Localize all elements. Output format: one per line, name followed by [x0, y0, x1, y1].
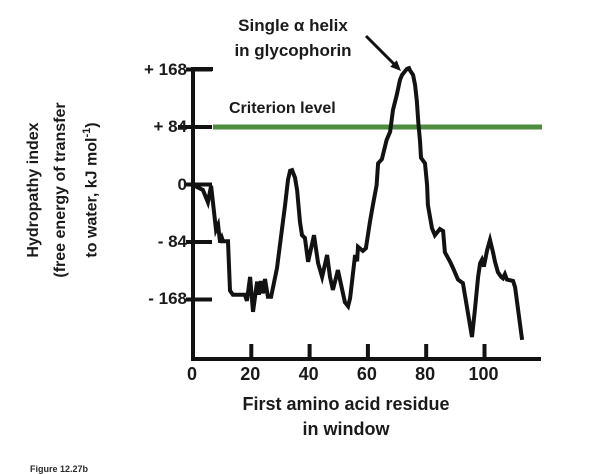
- y-tick-label: + 168: [143, 59, 187, 79]
- x-tick-mark: [482, 344, 487, 359]
- criterion-level-label: Criterion level: [229, 100, 336, 117]
- peak-annotation-line2: in glycophorin: [234, 41, 352, 60]
- peak-annotation: Single α helix in glycophorin: [208, 13, 378, 63]
- x-axis-title-line1: First amino acid residue: [242, 394, 450, 414]
- y-axis-title-line1: Hydropathy index: [25, 122, 42, 258]
- y-tick-label: + 84: [153, 117, 187, 136]
- annotation-arrowhead: [390, 60, 401, 71]
- y-tick-mark: [186, 67, 212, 72]
- x-tick-label: 100: [468, 364, 499, 384]
- x-tick-mark: [307, 344, 312, 359]
- y-axis-title-line3: to water, kJ mol-1): [81, 122, 101, 258]
- x-axis-title: First amino acid residue in window: [226, 392, 466, 442]
- x-tick-label: 40: [298, 364, 319, 384]
- criterion-level-line: [213, 124, 542, 130]
- x-tick-label: 20: [240, 364, 261, 384]
- peak-annotation-line1: Single α helix: [238, 16, 348, 35]
- y-axis-title-line2: (free energy of transfer: [52, 102, 69, 278]
- x-tick-mark: [365, 344, 370, 359]
- hydropathy-curve: [191, 65, 525, 341]
- y-tick-mark: [186, 239, 212, 244]
- x-tick-mark: [249, 344, 254, 359]
- y-tick-label: - 84: [157, 231, 187, 251]
- y-tick-label: 0: [177, 174, 187, 194]
- x-tick-label: 80: [415, 364, 436, 384]
- y-tick-mark: [178, 125, 212, 130]
- figure-caption: Figure 12.27b: [30, 464, 89, 474]
- y-tick-mark: [186, 182, 212, 187]
- x-tick-label: 60: [356, 364, 377, 384]
- superscript-exponent: -1: [81, 127, 93, 138]
- y-tick-mark: [186, 297, 212, 302]
- annotation-arrow-line: [364, 34, 397, 67]
- x-axis-title-line2: in window: [302, 419, 390, 439]
- y-axis-line: [191, 67, 195, 361]
- y-tick-label: - 168: [148, 289, 187, 309]
- y-axis-title: Hydropathy index (free energy of transfe…: [20, 80, 104, 300]
- x-tick-label: 0: [186, 364, 197, 384]
- x-tick-mark: [424, 344, 429, 359]
